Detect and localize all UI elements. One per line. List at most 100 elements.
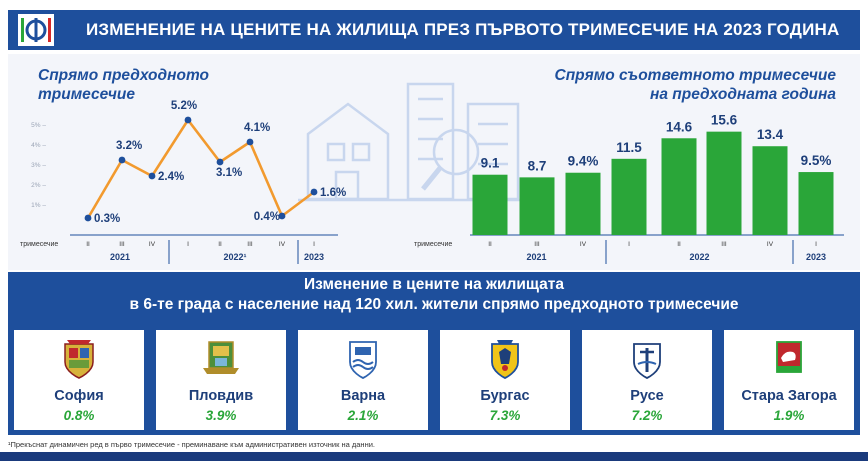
city-card-stara-zagora: Стара Загора 1.9% [724, 330, 854, 430]
cities-title-line2: в 6-те града с население над 120 хил. жи… [129, 296, 739, 313]
city-value: 7.2% [631, 408, 663, 423]
y-tick-label: 1% – [31, 202, 46, 209]
bar-value-label: 14.6 [666, 119, 693, 134]
bar-value-label: 15.6 [711, 113, 738, 128]
data-label: 2.4% [158, 171, 184, 183]
x-tick-label: I [313, 241, 315, 248]
data-label: 3.2% [116, 140, 142, 152]
city-name: Варна [340, 388, 386, 404]
city-name: Стара Загора [741, 388, 837, 404]
stara-zagora-crest-icon [776, 341, 802, 373]
year-label: 2022 [689, 252, 709, 262]
bar [472, 174, 508, 235]
x-tick-label: I [628, 241, 630, 248]
city-card-varna: Варна 2.1% [298, 330, 428, 430]
city-name: Пловдив [188, 388, 254, 404]
bar-value-label: 11.5 [616, 140, 642, 155]
city-card-sofia: София 0.8% [14, 330, 144, 430]
x-tick-label: III [119, 241, 125, 248]
year-label: 2021 [110, 252, 130, 262]
city-card-ruse: Русе 7.2% [582, 330, 712, 430]
row-label: тримесечие [20, 241, 58, 248]
x-tick-label: II [86, 241, 90, 248]
varna-crest-icon [349, 341, 377, 379]
city-value: 1.9% [773, 408, 805, 423]
left-chart-title-line1: Спрямо предходното [38, 67, 209, 84]
y-tick-label: 2% – [31, 182, 46, 189]
x-tick-label: IV [149, 241, 156, 248]
data-point [310, 188, 318, 196]
year-label: 2022¹ [223, 252, 246, 262]
bar-value-label: 13.4 [757, 127, 784, 142]
bar-value-label: 9.1 [481, 156, 500, 171]
right-chart-title: Спрямо съответното тримесечие на предход… [555, 66, 836, 104]
buildings-illustration-icon [298, 82, 548, 202]
bar-value-label: 8.7 [528, 158, 547, 173]
data-label: 0.4% [254, 211, 280, 223]
x-tick-label: IV [767, 241, 774, 248]
page-title: ИЗМЕНЕНИЕ НА ЦЕНИТЕ НА ЖИЛИЩА ПРЕЗ ПЪРВО… [86, 20, 840, 39]
bottom-bar [0, 452, 868, 461]
data-label: 0.3% [94, 213, 120, 225]
x-tick-label: I [815, 241, 817, 248]
city-value: 2.1% [347, 408, 379, 423]
city-card-plovdiv: Пловдив 3.9% [156, 330, 286, 430]
bar [611, 158, 647, 235]
x-tick-label: III [721, 241, 727, 248]
x-tick-label: III [247, 241, 253, 248]
data-point [118, 156, 126, 164]
bar [565, 172, 601, 235]
bar-value-label: 9.4% [568, 154, 599, 169]
year-label: 2023 [806, 252, 826, 262]
bar [798, 172, 834, 235]
city-value: 0.8% [63, 408, 95, 423]
left-chart-title: Спрямо предходното тримесечие [38, 66, 209, 104]
data-point [84, 214, 92, 222]
data-label: 5.2% [171, 100, 197, 112]
cities-band: София 0.8% Пловдив 3.9% Варна 2.1% [8, 318, 860, 435]
data-label: 3.1% [216, 167, 242, 179]
sofia-crest-icon [64, 340, 94, 379]
data-label: 4.1% [244, 122, 270, 134]
bar [706, 131, 742, 235]
bar [661, 138, 697, 235]
city-value: 3.9% [205, 408, 237, 423]
x-tick-label: IV [580, 241, 587, 248]
city-name: Русе [630, 388, 664, 404]
cities-header: Изменение в цените на жилищата в 6-те гр… [8, 272, 860, 318]
bar [519, 177, 555, 235]
data-point [184, 116, 192, 124]
bar-chart: 9.1 8.7 9.4% 11.5 14.6 15.6 13.4 9.5% тримесечие… [414, 113, 844, 264]
plovdiv-crest-icon [203, 341, 239, 374]
x-tick-label: I [187, 241, 189, 248]
charts-panel: Спрямо предходното тримесечие Спрямо съо… [8, 54, 860, 270]
header-bar: ИЗМЕНЕНИЕ НА ЦЕНИТЕ НА ЖИЛИЩА ПРЕЗ ПЪРВО… [8, 10, 860, 50]
x-tick-label: III [534, 241, 540, 248]
city-name: София [54, 388, 104, 404]
row-label: тримесечие [414, 241, 452, 248]
data-point [216, 158, 224, 166]
cities-title-line1: Изменение в цените на жилищата [303, 276, 565, 293]
right-chart-title-line1: Спрямо съответното тримесечие [554, 67, 836, 84]
line-chart: 1% – 2% – 3% – 4% – 5% – 0.3% 3.2% 2.4% 5.2% 3.1%… [20, 100, 346, 264]
y-tick-label: 3% – [31, 162, 46, 169]
data-point [278, 212, 286, 220]
x-tick-label: II [488, 241, 492, 248]
burgas-crest-icon [491, 340, 519, 379]
bar-value-label: 9.5% [801, 153, 832, 168]
data-label: 1.6% [320, 187, 346, 199]
footnote: ¹Прекъснат динамичен ред в първо тримесе… [8, 440, 375, 449]
year-label: 2023 [304, 252, 324, 262]
x-tick-label: II [218, 241, 222, 248]
nsi-logo-icon [18, 14, 54, 46]
x-tick-label: II [677, 241, 681, 248]
year-label: 2021 [526, 252, 546, 262]
ruse-crest-icon [633, 343, 661, 379]
left-chart-title-line2: тримесечие [38, 86, 135, 103]
city-value: 7.3% [489, 408, 521, 423]
y-tick-label: 5% – [31, 122, 46, 129]
city-card-burgas: Бургас 7.3% [440, 330, 570, 430]
bar [752, 146, 788, 235]
x-tick-label: IV [279, 241, 286, 248]
